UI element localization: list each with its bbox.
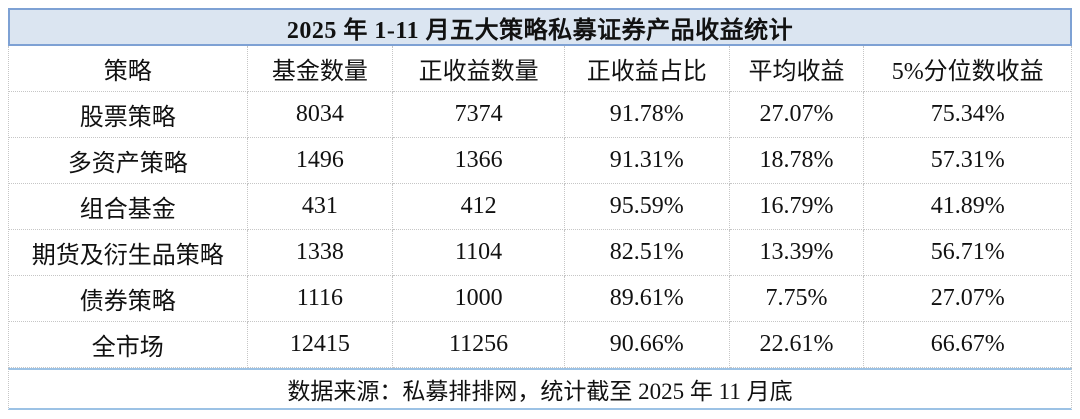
table-cell: 1116 (247, 276, 394, 322)
source-note: 数据来源：私募排排网，统计截至 2025 年 11 月底 (8, 368, 1072, 410)
table-cell: 16.79% (729, 184, 865, 230)
table-cell: 90.66% (564, 322, 730, 368)
table-cell: 66.67% (864, 322, 1071, 368)
table-cell: 组合基金 (9, 184, 248, 230)
table-cell: 8034 (247, 92, 394, 138)
table-title: 2025 年 1-11 月五大策略私募证券产品收益统计 (8, 8, 1072, 46)
table-cell: 1104 (393, 230, 565, 276)
table-cell: 期货及衍生品策略 (9, 230, 248, 276)
statistics-table: 2025 年 1-11 月五大策略私募证券产品收益统计 策略 基金数量 正收益数… (8, 8, 1072, 410)
column-header-fund-count: 基金数量 (247, 46, 394, 92)
table-cell: 12415 (247, 322, 394, 368)
table-cell: 91.78% (564, 92, 730, 138)
table-cell: 1366 (393, 138, 565, 184)
table-cell: 412 (393, 184, 565, 230)
table-cell: 27.07% (864, 276, 1071, 322)
table-cell: 13.39% (729, 230, 865, 276)
table-cell: 91.31% (564, 138, 730, 184)
table-cell: 债券策略 (9, 276, 248, 322)
table-cell: 1000 (393, 276, 565, 322)
table-cell: 431 (247, 184, 394, 230)
table-cell: 82.51% (564, 230, 730, 276)
column-header-p5-return: 5%分位数收益 (864, 46, 1071, 92)
column-header-positive-ratio: 正收益占比 (564, 46, 730, 92)
table-cell: 11256 (393, 322, 565, 368)
table-cell: 7374 (393, 92, 565, 138)
column-header-average-return: 平均收益 (729, 46, 865, 92)
table-cell: 89.61% (564, 276, 730, 322)
table-cell: 全市场 (9, 322, 248, 368)
table-cell: 75.34% (864, 92, 1071, 138)
table-cell: 41.89% (864, 184, 1071, 230)
table-cell: 95.59% (564, 184, 730, 230)
table-cell: 56.71% (864, 230, 1071, 276)
table-cell: 1496 (247, 138, 394, 184)
table-cell: 27.07% (729, 92, 865, 138)
table-cell: 1338 (247, 230, 394, 276)
table-cell: 多资产策略 (9, 138, 248, 184)
table-cell: 股票策略 (9, 92, 248, 138)
table-cell: 7.75% (729, 276, 865, 322)
table-cell: 22.61% (729, 322, 865, 368)
table-cell: 18.78% (729, 138, 865, 184)
column-header-strategy: 策略 (9, 46, 248, 92)
data-table-grid: 策略 基金数量 正收益数量 正收益占比 平均收益 5%分位数收益 股票策略 80… (8, 46, 1072, 368)
table-cell: 57.31% (864, 138, 1071, 184)
column-header-positive-count: 正收益数量 (393, 46, 565, 92)
